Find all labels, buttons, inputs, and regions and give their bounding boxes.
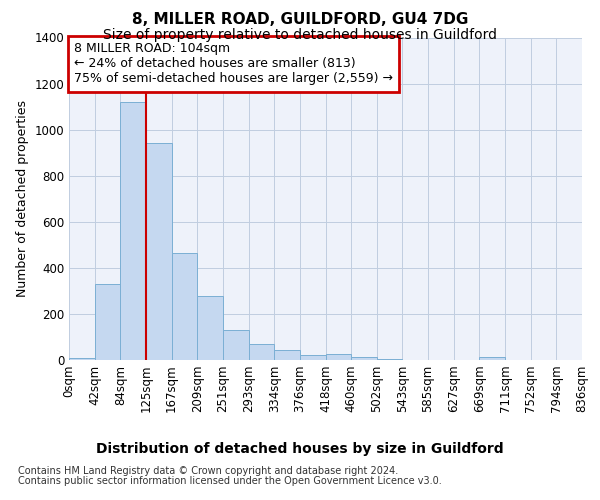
Bar — [325, 354, 351, 360]
Text: Size of property relative to detached houses in Guildford: Size of property relative to detached ho… — [103, 28, 497, 42]
Bar — [248, 344, 274, 360]
Bar — [223, 330, 248, 360]
Text: Contains HM Land Registry data © Crown copyright and database right 2024.: Contains HM Land Registry data © Crown c… — [18, 466, 398, 476]
Text: 8 MILLER ROAD: 104sqm
← 24% of detached houses are smaller (813)
75% of semi-det: 8 MILLER ROAD: 104sqm ← 24% of detached … — [74, 42, 393, 86]
Bar — [274, 350, 300, 360]
Bar — [300, 356, 325, 360]
Bar — [146, 144, 172, 360]
Bar — [377, 359, 403, 360]
Bar — [479, 356, 505, 360]
Bar — [197, 296, 223, 360]
Bar — [351, 356, 377, 360]
Text: 8, MILLER ROAD, GUILDFORD, GU4 7DG: 8, MILLER ROAD, GUILDFORD, GU4 7DG — [132, 12, 468, 28]
Text: Contains public sector information licensed under the Open Government Licence v3: Contains public sector information licen… — [18, 476, 442, 486]
Bar — [69, 358, 95, 360]
Bar — [95, 284, 121, 360]
Bar — [172, 253, 197, 360]
Text: Distribution of detached houses by size in Guildford: Distribution of detached houses by size … — [96, 442, 504, 456]
Y-axis label: Number of detached properties: Number of detached properties — [16, 100, 29, 297]
Bar — [121, 102, 146, 360]
